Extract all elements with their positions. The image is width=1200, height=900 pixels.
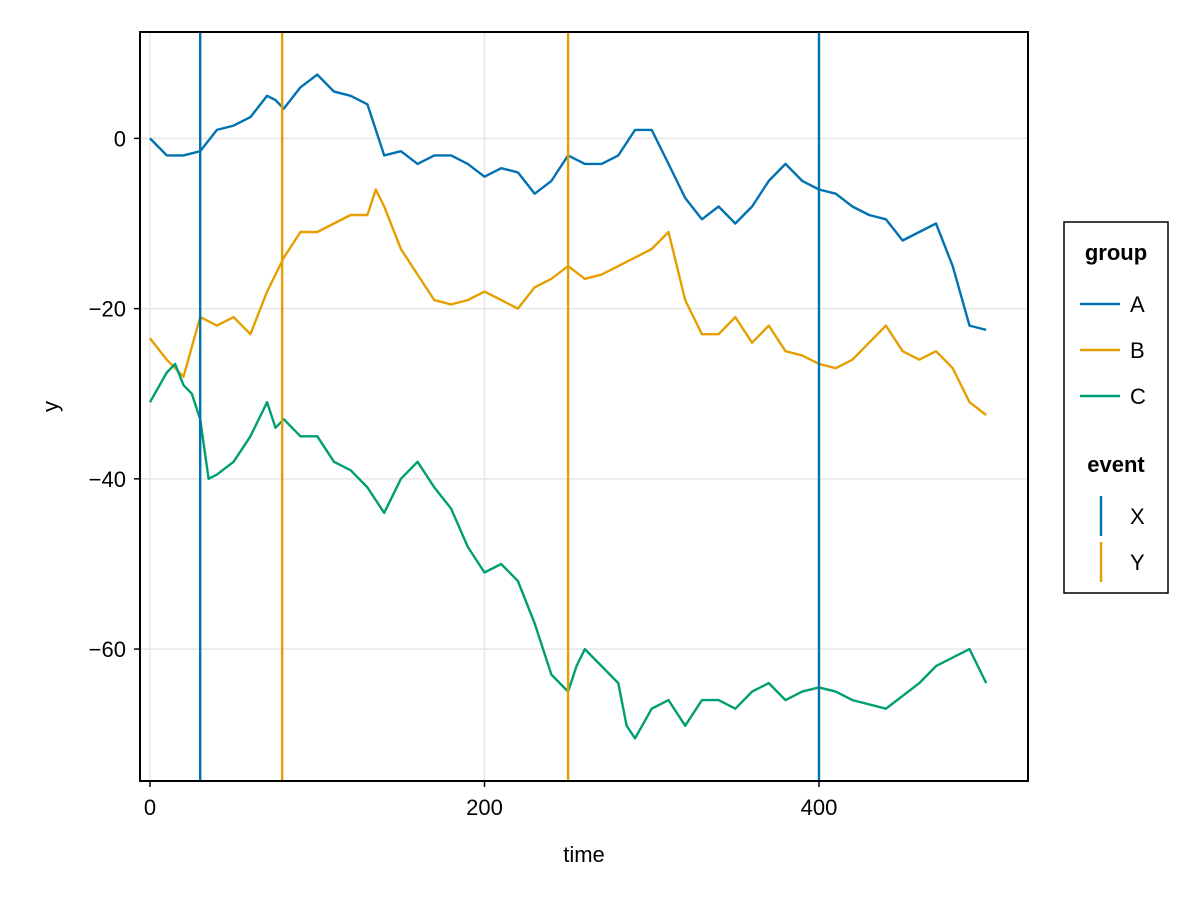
axis-ticks: 0 200 400 0 −20 −40 −60 (89, 126, 838, 820)
series-line-A (149, 73, 987, 332)
legend-label-A: A (1130, 292, 1145, 317)
plot-area (148, 32, 988, 781)
y-tick-label: −20 (89, 297, 126, 322)
series-line-B (149, 188, 987, 416)
y-axis-label: y (38, 401, 63, 412)
legend-title-group: group (1085, 240, 1147, 265)
x-tick-label: 400 (801, 795, 838, 820)
y-tick-label: 0 (114, 126, 126, 151)
x-axis-label: time (563, 842, 605, 867)
series-line-C (148, 362, 988, 740)
legend-box (1063, 221, 1169, 594)
y-tick-label: −60 (89, 637, 126, 662)
legend-label-Y: Y (1130, 550, 1145, 575)
grid-lines (140, 32, 1028, 781)
plot-frame (139, 31, 1029, 782)
x-tick-label: 200 (466, 795, 503, 820)
legend-title-event: event (1087, 452, 1145, 477)
y-tick-label: −40 (89, 467, 126, 492)
legend-label-C: C (1130, 384, 1146, 409)
legend-label-X: X (1130, 504, 1145, 529)
legend-label-B: B (1130, 338, 1145, 363)
x-tick-label: 0 (144, 795, 156, 820)
